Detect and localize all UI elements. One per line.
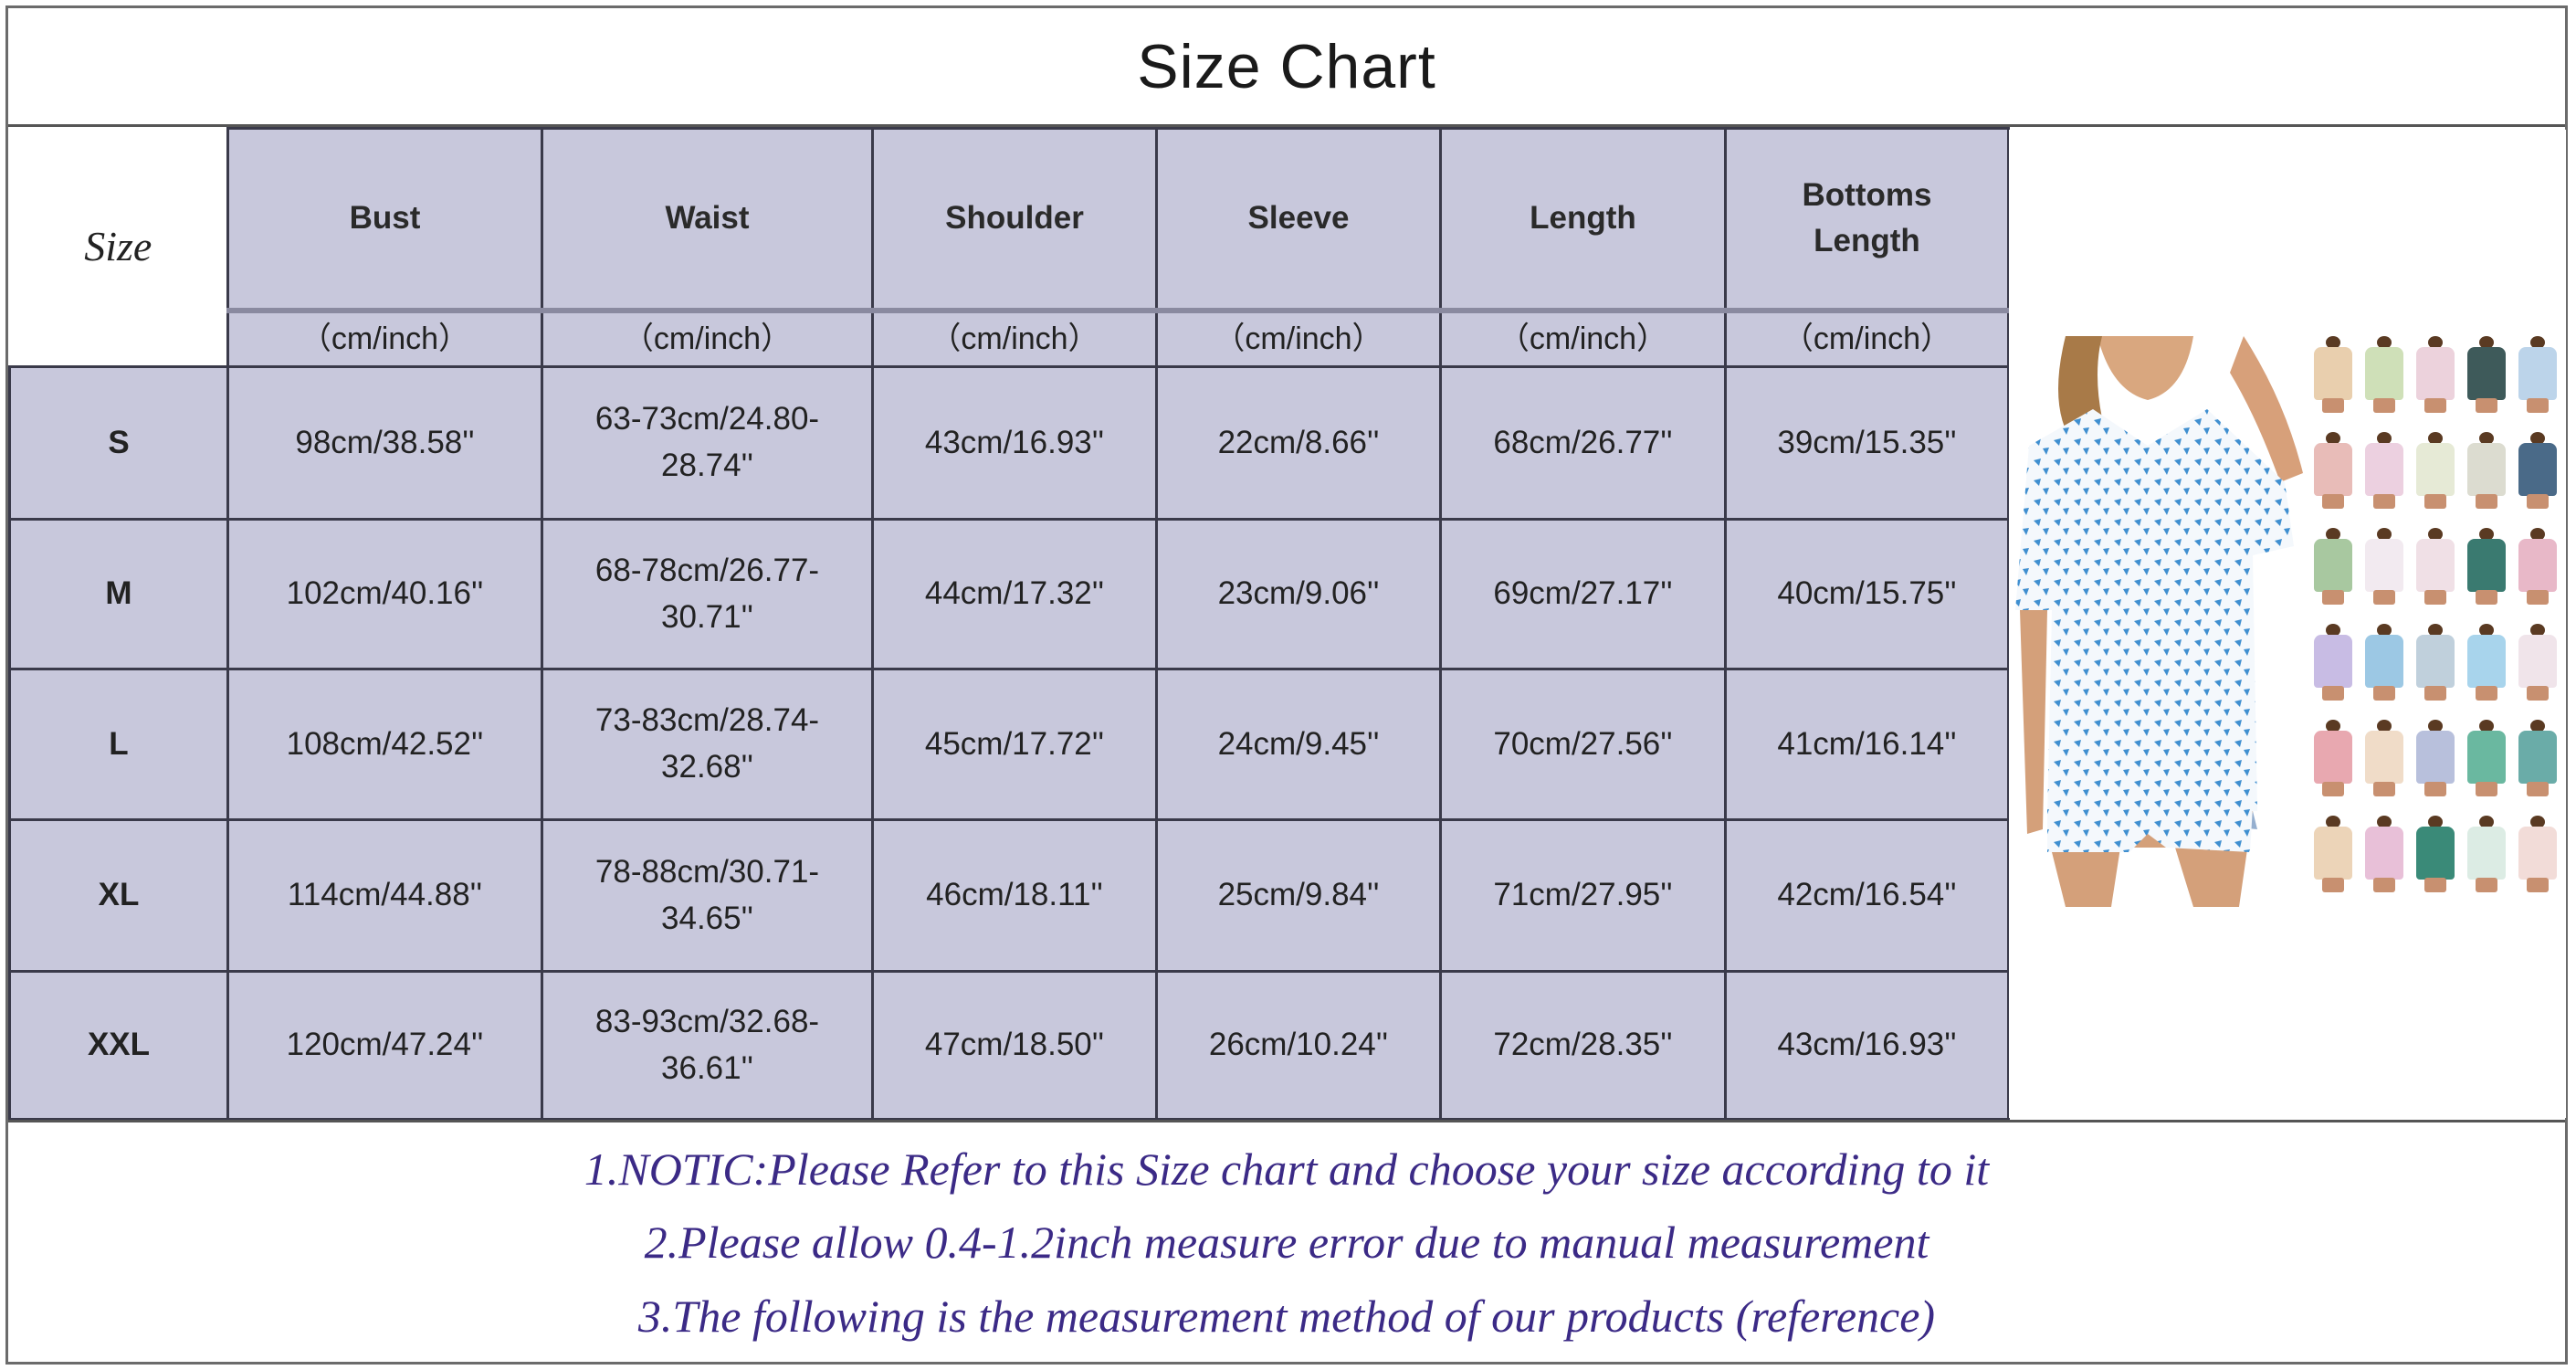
size-cell: S [8,365,229,521]
color-variant-thumbnail [2413,336,2458,413]
measurement-cell: 63-73cm/24.80-28.74'' [541,365,874,521]
measurement-cell: 40cm/15.75'' [1724,518,2010,670]
color-variant-thumbnail [2515,720,2560,796]
color-variant-thumbnail [2361,336,2407,413]
table-row: S 98cm/38.58'' 63-73cm/24.80-28.74'' 43cm/1… [8,365,2010,521]
measurement-cell: 68cm/26.77'' [1439,365,1727,521]
size-table: Size Bust Waist Shoulder Sleeve Length B… [8,127,2010,1121]
measurement-cell: 108cm/42.52'' [226,668,543,821]
measurement-cell: 98cm/38.58'' [226,365,543,521]
color-variant-thumbnail [2310,624,2356,701]
measurement-cell: 43cm/16.93'' [871,365,1158,521]
color-variant-thumbnail [2515,624,2560,701]
color-variant-thumbnail [2413,720,2458,796]
color-variant-thumbnail [2515,336,2560,413]
measurement-cell: 41cm/16.14'' [1724,668,2010,821]
column-header: Length [1439,127,1727,311]
unit-label: （cm/inch） [1439,307,1727,368]
color-variant-thumbnail [2361,720,2407,796]
color-variant-thumbnail [2413,432,2458,509]
size-cell: M [8,518,229,670]
measurement-cell: 114cm/44.88'' [226,818,543,973]
column-header: Bottoms Length [1724,127,2010,311]
table-row: XXL 120cm/47.24'' 83-93cm/32.68-36.61'' 47c… [8,970,2010,1121]
color-variant-thumbnail [2310,720,2356,796]
page-title: Size Chart [8,8,2565,127]
unit-label: （cm/inch） [541,307,874,368]
color-variant-thumbnail [2310,816,2356,892]
measurement-cell: 102cm/40.16'' [226,518,543,670]
measurement-cell: 25cm/9.84'' [1155,818,1442,973]
notes-section: 1.NOTIC:Please Refer to this Size chart … [8,1120,2565,1363]
color-variant-thumbnail [2464,816,2509,892]
note-line: 2.Please allow 0.4-1.2inch measure error… [644,1217,1929,1269]
table-row: L 108cm/42.52'' 73-83cm/28.74-32.68'' 45cm/… [8,668,2010,821]
color-variant-thumbnail [2361,624,2407,701]
unit-label: （cm/inch） [1724,307,2010,368]
size-cell: L [8,668,229,821]
measurement-cell: 83-93cm/32.68-36.61'' [541,970,874,1121]
chart-frame [5,5,2568,1365]
measurement-cell: 46cm/18.11'' [871,818,1158,973]
note-line: 1.NOTIC:Please Refer to this Size chart … [584,1143,1990,1195]
color-variant-thumbnail [2361,816,2407,892]
measurement-cell: 120cm/47.24'' [226,970,543,1121]
measurement-cell: 69cm/27.17'' [1439,518,1727,670]
color-variant-thumbnail [2515,528,2560,605]
measurement-cell: 44cm/17.32'' [871,518,1158,670]
measurement-cell: 26cm/10.24'' [1155,970,1442,1121]
size-header: Size [9,128,229,368]
unit-label: （cm/inch） [1155,307,1442,368]
measurement-cell: 47cm/18.50'' [871,970,1158,1121]
color-variant-thumbnail [2464,432,2509,509]
color-variant-thumbnail [2310,336,2356,413]
column-header: Waist [541,127,874,311]
measurement-cell: 72cm/28.35'' [1439,970,1727,1121]
color-variant-thumbnail [2413,624,2458,701]
color-variant-thumbnail [2413,816,2458,892]
column-header: Bust [226,127,543,311]
column-header: Sleeve [1155,127,1442,311]
measurement-cell: 23cm/9.06'' [1155,518,1442,670]
product-image [2009,130,2566,1118]
color-variant-thumbnail [2413,528,2458,605]
measurement-cell: 24cm/9.45'' [1155,668,1442,821]
color-variant-thumbnail [2310,432,2356,509]
color-variant-thumbnail [2361,432,2407,509]
measurement-cell: 68-78cm/26.77-30.71'' [541,518,874,670]
unit-label: （cm/inch） [226,307,543,368]
measurement-cell: 78-88cm/30.71-34.65'' [541,818,874,973]
size-cell: XL [8,818,229,973]
note-line: 3.The following is the measurement metho… [637,1290,1936,1342]
unit-label: （cm/inch） [871,307,1158,368]
color-variant-thumbnail [2464,720,2509,796]
color-variant-thumbnail [2310,528,2356,605]
color-variant-thumbnail [2464,528,2509,605]
color-variant-thumbnail [2515,816,2560,892]
color-variant-thumbnail [2464,624,2509,701]
measurement-cell: 39cm/15.35'' [1724,365,2010,521]
measurement-cell: 71cm/27.95'' [1439,818,1727,973]
table-row: XL 114cm/44.88'' 78-88cm/30.71-34.65'' 46cm… [8,818,2010,973]
color-variant-thumbnail [2515,432,2560,509]
measurement-cell: 73-83cm/28.74-32.68'' [541,668,874,821]
measurement-cell: 43cm/16.93'' [1724,970,2010,1121]
column-header: Shoulder [871,127,1158,311]
color-variant-thumbnail [2361,528,2407,605]
measurement-cell: 45cm/17.72'' [871,668,1158,821]
table-row: M 102cm/40.16'' 68-78cm/26.77-30.71'' 44cm/… [8,518,2010,670]
model-photo [2015,336,2303,907]
measurement-cell: 70cm/27.56'' [1439,668,1727,821]
size-cell: XXL [8,970,229,1121]
measurement-cell: 22cm/8.66'' [1155,365,1442,521]
color-variant-thumbnail [2464,336,2509,413]
measurement-cell: 42cm/16.54'' [1724,818,2010,973]
